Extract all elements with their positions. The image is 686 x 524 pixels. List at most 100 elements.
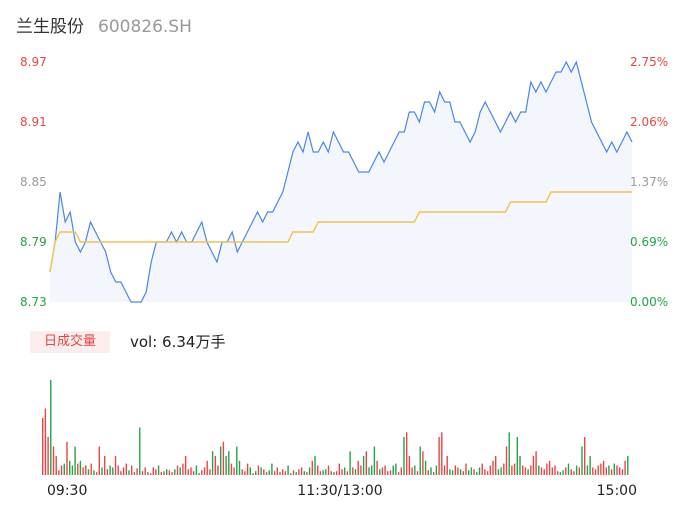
volume-bar: [400, 467, 402, 475]
volume-bar: [50, 380, 52, 475]
volume-bar: [295, 472, 297, 475]
volume-bar: [449, 469, 451, 475]
volume-bar: [608, 465, 610, 475]
volume-bar: [624, 460, 626, 476]
volume-bar: [551, 467, 553, 475]
volume-bar: [567, 463, 570, 475]
average-price-line: [49, 191, 632, 273]
volume-bar: [573, 471, 575, 475]
y-tick-right: 0.69%: [630, 235, 668, 249]
volume-bar: [171, 472, 173, 475]
price-area-fill: [50, 62, 632, 302]
volume-bar: [117, 465, 119, 475]
volume-bar: [268, 470, 270, 476]
volume-bar: [554, 465, 556, 475]
volume-bar: [427, 470, 429, 476]
volume-bar: [176, 465, 179, 475]
y-tick-right: 1.37%: [630, 175, 668, 189]
volume-bar: [470, 467, 473, 475]
volume-bar: [524, 467, 527, 475]
volume-bar: [446, 456, 448, 475]
volume-bar: [403, 437, 405, 475]
volume-bar: [540, 467, 543, 475]
volume-bar: [287, 465, 289, 475]
volume-bar: [575, 465, 578, 475]
volume-bar: [557, 471, 559, 475]
stock-code: 600826.SH: [98, 17, 192, 37]
volume-bar: [147, 472, 149, 475]
volume-bar: [338, 463, 340, 475]
y-tick-left: 8.73: [20, 295, 47, 309]
daily-volume-tab[interactable]: 日成交量: [30, 331, 110, 353]
volume-bar: [193, 471, 195, 475]
volume-bar: [495, 456, 497, 475]
volume-bar: [85, 465, 87, 475]
volume-bar: [220, 446, 222, 475]
volume-bar: [201, 470, 203, 476]
volume-bar: [42, 418, 44, 475]
volume-bar: [589, 456, 591, 475]
volume-bar: [217, 465, 219, 475]
volume-bar: [368, 467, 370, 475]
volume-bar: [77, 463, 79, 475]
volume-bar: [325, 469, 327, 475]
volume-bar: [505, 446, 508, 475]
volume-bar: [149, 473, 152, 475]
volume-bar: [187, 469, 189, 475]
volume-bar: [346, 471, 349, 475]
volume-bar: [276, 467, 278, 475]
volume-bar: [71, 465, 74, 475]
y-tick-left: 8.79: [20, 235, 47, 249]
volume-bar: [500, 467, 502, 475]
volume-bar: [214, 456, 216, 475]
volume-bar: [300, 467, 303, 475]
volume-bar: [179, 467, 181, 475]
volume-bar: [581, 446, 583, 475]
volume-bar: [106, 469, 109, 475]
volume-bar: [473, 469, 475, 475]
volume-bar: [260, 467, 262, 475]
volume-bar: [519, 456, 521, 475]
y-tick-left: 8.91: [20, 115, 47, 129]
volume-bar: [465, 463, 467, 475]
stock-title: 兰生股份 600826.SH: [16, 12, 192, 37]
volume-bar: [546, 463, 548, 475]
volume-bar: [279, 472, 281, 475]
volume-bar: [387, 471, 389, 475]
volume-bar: [365, 451, 367, 476]
x-tick-label: 11:30/13:00: [297, 483, 382, 499]
volume-bar: [535, 451, 537, 476]
volume-bar: [163, 471, 165, 475]
volume-bar: [230, 463, 233, 475]
volume-bar: [222, 441, 225, 476]
volume-bar: [508, 432, 510, 476]
volume-bar: [206, 460, 208, 476]
volume-bar: [284, 471, 287, 475]
volume-bar: [344, 467, 346, 475]
volume-bar: [311, 460, 313, 476]
volume-bar: [532, 456, 535, 475]
price-chart-area: [49, 60, 633, 303]
volume-bar: [441, 432, 443, 476]
volume-bar: [451, 470, 454, 476]
volume-bar: [131, 465, 133, 475]
volume-bar: [125, 463, 127, 475]
volume-bar: [373, 446, 376, 475]
volume-bar: [273, 471, 276, 475]
volume-bar: [600, 463, 602, 475]
volume-bar: [578, 467, 580, 475]
y-tick-right: 2.75%: [630, 55, 668, 69]
volume-bar: [157, 465, 160, 475]
volume-bar: [381, 467, 384, 475]
volume-bar: [90, 463, 92, 475]
volume-bar: [66, 441, 68, 476]
volume-bar: [314, 456, 316, 475]
volume-bar: [238, 460, 241, 476]
volume-bar: [152, 467, 154, 475]
volume-bar: [225, 456, 227, 475]
volume-bar: [613, 463, 615, 475]
volume-bar: [602, 460, 605, 476]
volume-bar: [530, 465, 532, 475]
y-tick-right: 0.00%: [630, 295, 668, 309]
